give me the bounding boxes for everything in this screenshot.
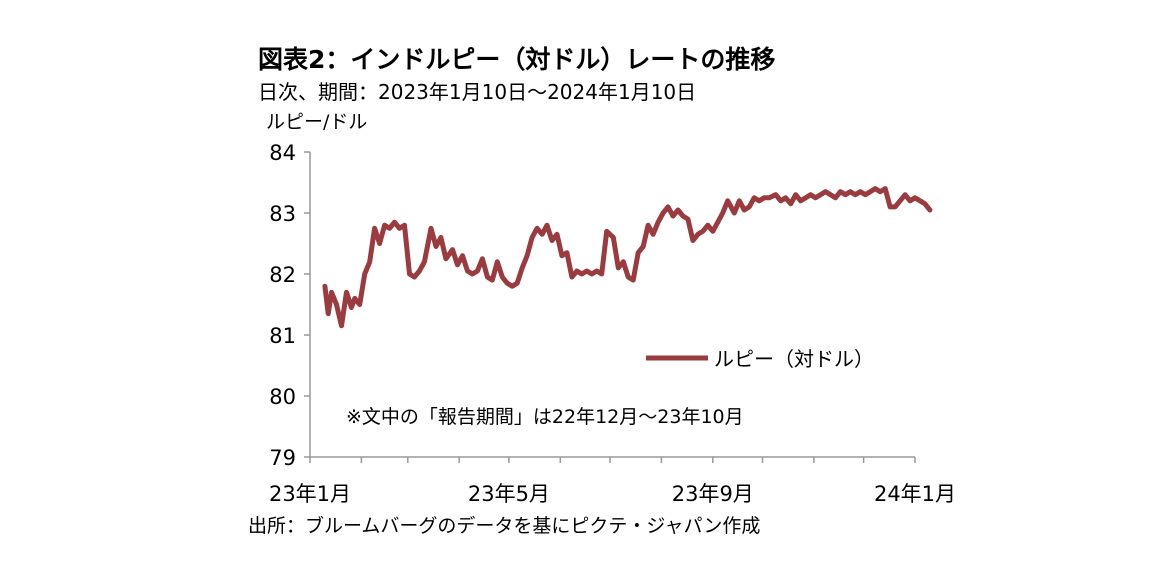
x-tick-label: 23年5月 [468,482,550,506]
series-line-rupee [322,186,933,329]
axes-layer: 79 80 81 82 83 84 23年1月 23年5月 23年9月 24年1月 [269,141,956,506]
chart-title: 図表2：インドルピー（対ドル）レートの推移 [258,45,776,74]
chart-legend: ルピー（対ドル） [646,347,874,371]
y-axis-unit-label: ルピー/ドル [266,111,368,133]
y-tick-label: 83 [269,202,296,226]
y-tick-label: 81 [269,324,296,348]
y-tick-label: 84 [269,141,296,165]
series-layer [322,186,933,329]
chart-annotation: ※文中の「報告期間」は22年12月～23年10月 [346,406,744,428]
chart-subtitle: 日次、期間：2023年1月10日～2024年1月10日 [258,80,697,104]
x-tick-label: 23年9月 [672,482,754,506]
source-note: 出所：ブルームバーグのデータを基にピクテ・ジャパン作成 [248,515,761,537]
y-tick-label: 80 [269,385,296,409]
y-tick-label: 79 [269,446,296,470]
legend-label: ルピー（対ドル） [714,347,874,371]
y-tick-label: 82 [269,263,296,287]
x-tick-label: 24年1月 [874,482,956,506]
x-tick-label: 23年1月 [269,482,351,506]
